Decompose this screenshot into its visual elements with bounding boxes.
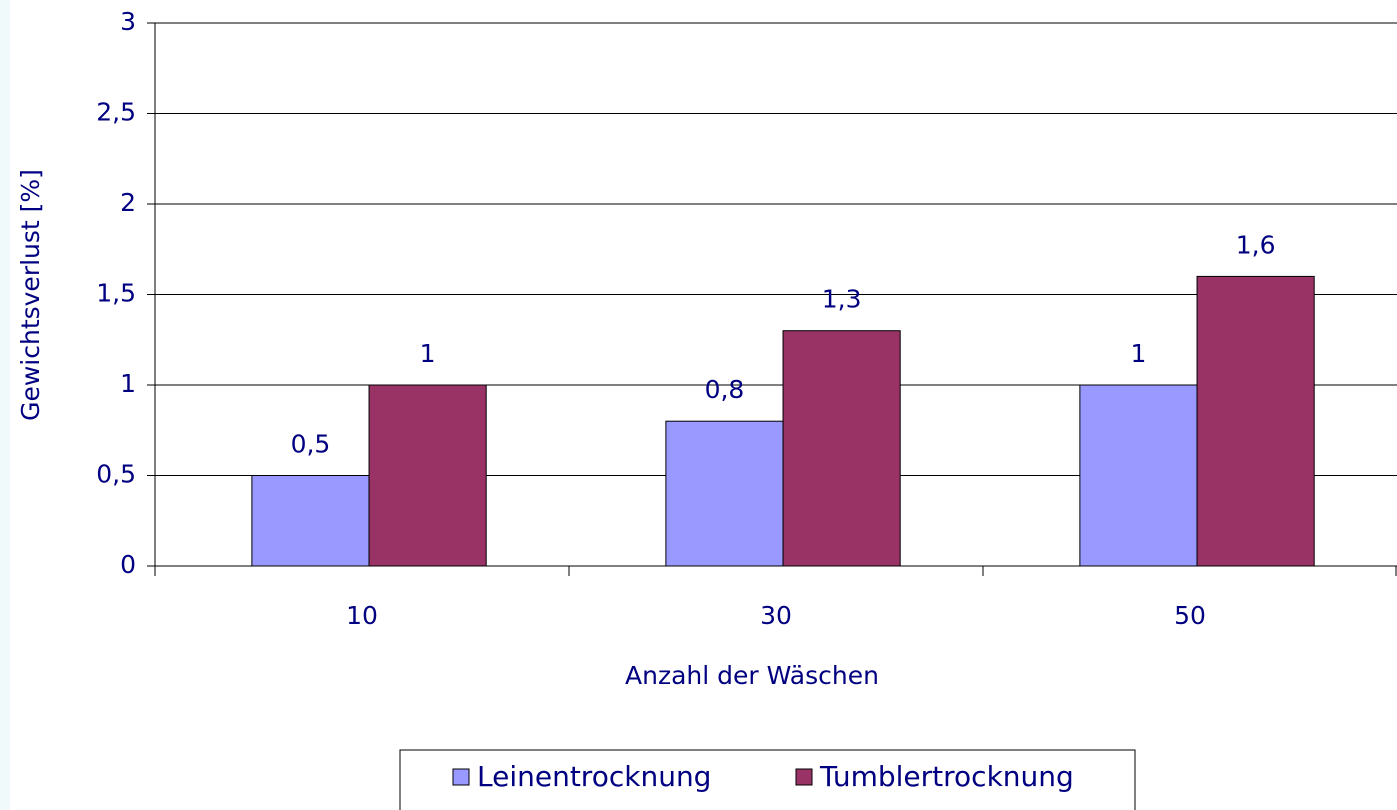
bar [782, 330, 901, 567]
bar [1079, 384, 1198, 567]
x-tick-label: 50 [1174, 601, 1206, 630]
y-tick-label: 1 [120, 369, 136, 398]
data-label: 1 [420, 339, 436, 368]
bar [251, 475, 370, 567]
legend-label: Tumblertrocknung [819, 760, 1074, 793]
x-axis-label: Anzahl der Wäschen [625, 661, 879, 690]
data-label: 0,8 [705, 375, 745, 404]
legend-swatch [452, 768, 470, 786]
legend-box [399, 749, 1136, 810]
x-tick-label: 30 [760, 601, 792, 630]
legend-swatch [795, 768, 813, 786]
bar [665, 420, 784, 567]
y-tick-label: 1,5 [96, 279, 136, 308]
data-label: 1,3 [822, 285, 862, 314]
y-tick-label: 0,5 [96, 460, 136, 489]
y-axis-label: Gewichtsverlust [%] [16, 169, 45, 421]
data-label: 1 [1131, 339, 1147, 368]
side-strip [0, 0, 10, 810]
bar [368, 384, 487, 567]
x-tick-label: 10 [346, 601, 378, 630]
y-tick-label: 2 [120, 188, 136, 217]
y-tick-label: 3 [120, 7, 136, 36]
y-tick-label: 2,5 [96, 98, 136, 127]
legend-label: Leinentrocknung [477, 760, 711, 793]
y-tick-label: 0 [120, 550, 136, 579]
data-label: 0,5 [291, 430, 331, 459]
data-label: 1,6 [1236, 230, 1276, 259]
bar [1196, 275, 1315, 567]
